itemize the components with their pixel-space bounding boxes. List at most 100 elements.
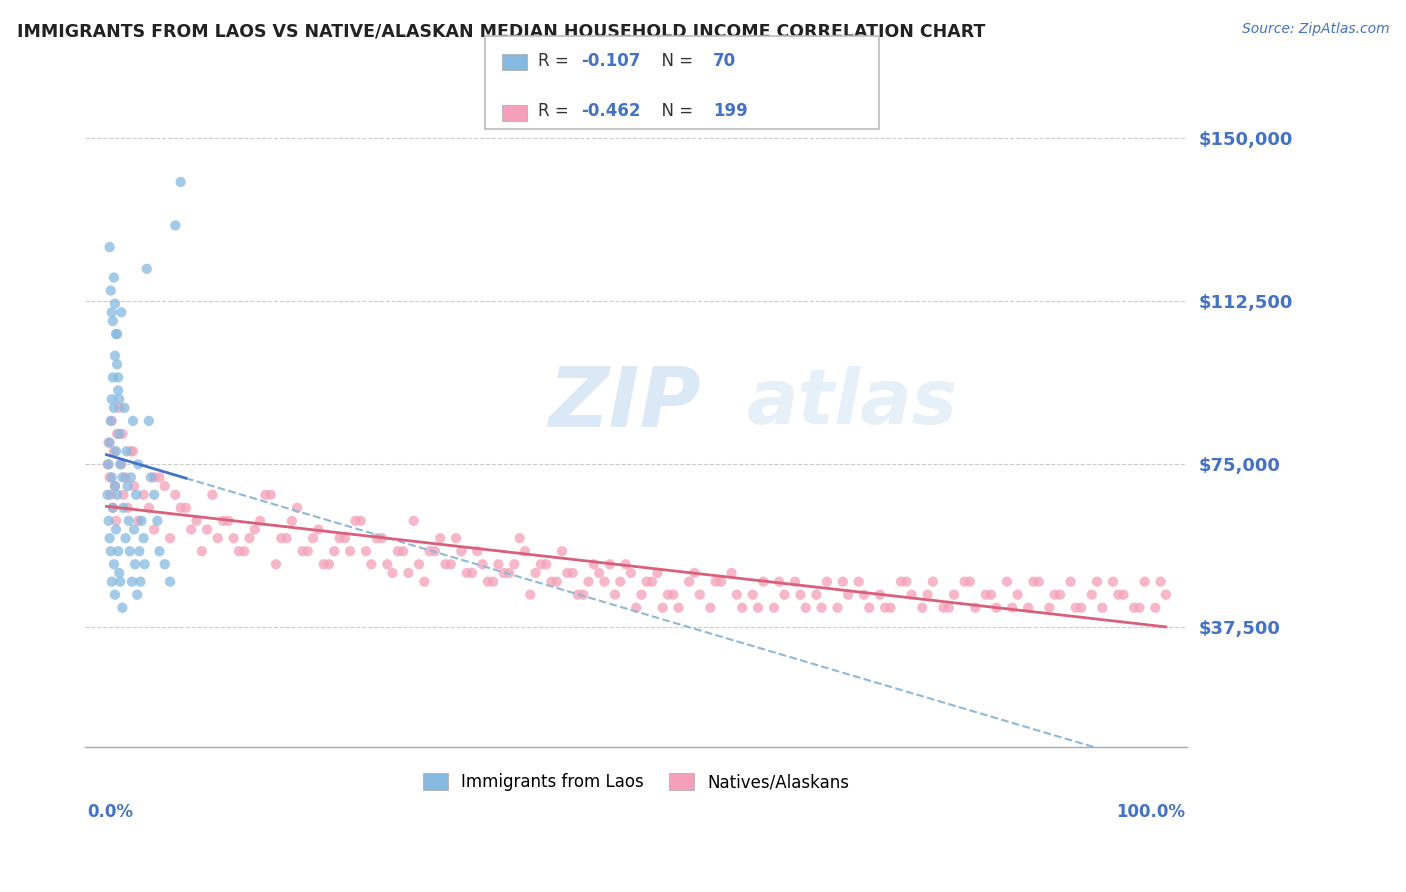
Point xyxy=(588,566,610,580)
Point xyxy=(118,514,141,528)
Point xyxy=(103,558,125,572)
Point xyxy=(139,470,162,484)
Point xyxy=(396,566,419,580)
Point xyxy=(97,514,120,528)
Point xyxy=(488,558,510,572)
Point xyxy=(848,574,870,589)
Point xyxy=(127,588,149,602)
Point xyxy=(114,531,136,545)
Point xyxy=(101,392,124,407)
Point xyxy=(143,523,166,537)
Point xyxy=(105,326,128,341)
Point xyxy=(900,588,922,602)
Point xyxy=(302,531,325,545)
Point xyxy=(138,414,160,428)
Point xyxy=(1149,574,1171,589)
Point xyxy=(96,488,118,502)
Point xyxy=(291,544,314,558)
Point xyxy=(104,349,127,363)
Point xyxy=(112,488,135,502)
Point xyxy=(117,479,139,493)
Point xyxy=(810,600,832,615)
Point xyxy=(1091,600,1114,615)
Point xyxy=(768,574,790,589)
Point xyxy=(974,588,997,602)
Point xyxy=(105,358,128,372)
Point xyxy=(678,574,700,589)
Point xyxy=(96,458,118,472)
Point xyxy=(720,566,742,580)
Point xyxy=(101,414,124,428)
Point xyxy=(657,588,679,602)
Point xyxy=(174,500,197,515)
Point xyxy=(1007,588,1029,602)
Point xyxy=(100,284,122,298)
Point xyxy=(159,574,181,589)
Point xyxy=(344,514,367,528)
Point xyxy=(773,588,796,602)
Point xyxy=(118,544,141,558)
Point xyxy=(103,444,125,458)
Point xyxy=(121,574,143,589)
Point xyxy=(1085,574,1108,589)
Point xyxy=(260,488,283,502)
Point xyxy=(108,566,131,580)
Point xyxy=(366,531,388,545)
Point xyxy=(105,514,128,528)
Point xyxy=(752,574,775,589)
Point xyxy=(419,544,441,558)
Point xyxy=(1123,600,1146,615)
Point xyxy=(249,514,271,528)
Point xyxy=(146,514,169,528)
Point xyxy=(911,600,934,615)
Point xyxy=(423,544,446,558)
Point xyxy=(704,574,727,589)
Point xyxy=(995,574,1018,589)
Point xyxy=(806,588,828,602)
Point xyxy=(98,531,121,545)
Point xyxy=(1133,574,1156,589)
Point xyxy=(128,544,150,558)
Point xyxy=(186,514,208,528)
Point xyxy=(699,600,721,615)
Point xyxy=(593,574,616,589)
Point xyxy=(381,566,404,580)
Point xyxy=(97,435,120,450)
Point xyxy=(103,270,125,285)
Point xyxy=(101,470,124,484)
Point xyxy=(1112,588,1135,602)
Point xyxy=(921,574,943,589)
Point xyxy=(143,470,166,484)
Point xyxy=(107,370,129,384)
Point xyxy=(354,544,377,558)
Point xyxy=(105,523,128,537)
Point xyxy=(201,488,224,502)
Point xyxy=(858,600,880,615)
Point xyxy=(100,544,122,558)
Point xyxy=(254,488,277,502)
Point xyxy=(980,588,1002,602)
Point xyxy=(122,523,145,537)
Point xyxy=(630,588,652,602)
Point xyxy=(323,544,346,558)
Point xyxy=(943,588,966,602)
Point xyxy=(938,600,960,615)
Point xyxy=(360,558,382,572)
Point xyxy=(1102,574,1125,589)
Point xyxy=(557,566,579,580)
Point xyxy=(444,531,467,545)
Point xyxy=(387,544,409,558)
Point xyxy=(461,566,484,580)
Point xyxy=(392,544,415,558)
Point xyxy=(104,296,127,310)
Point xyxy=(169,175,191,189)
Point xyxy=(105,426,128,441)
Point xyxy=(741,588,763,602)
Point xyxy=(371,531,394,545)
Point xyxy=(1017,600,1039,615)
Point xyxy=(1064,600,1087,615)
Point xyxy=(879,600,901,615)
Point xyxy=(561,566,583,580)
Point xyxy=(159,531,181,545)
Point xyxy=(524,566,547,580)
